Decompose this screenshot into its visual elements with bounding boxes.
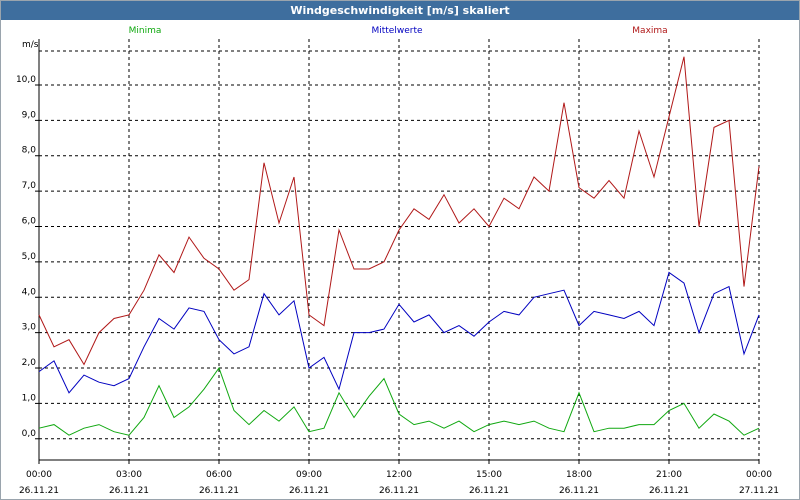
grid-lines xyxy=(39,39,759,460)
y-tick-label: 9,0 xyxy=(22,110,37,120)
y-tick-label: 4,0 xyxy=(22,287,37,297)
axes xyxy=(35,39,760,464)
y-axis-unit-label: m/s xyxy=(22,40,39,50)
y-tick-label: 10,0 xyxy=(16,75,36,85)
x-tick-time-label: 00:00 xyxy=(746,470,772,480)
series-lines xyxy=(38,56,760,436)
series-line-maxima xyxy=(38,56,760,366)
y-tick-label: 2,0 xyxy=(22,358,37,368)
window-title: Windgeschwindigkeit [m/s] skaliert xyxy=(1,1,799,20)
x-tick-date-label: 26.11.21 xyxy=(379,486,419,496)
y-tick-label: 8,0 xyxy=(22,146,37,156)
x-tick-time-label: 21:00 xyxy=(656,470,682,480)
y-tick-label: 5,0 xyxy=(22,252,37,262)
tick-labels: 0,0 1,0 2,0 3,0 4,0 5,0 6,0 7,0 8,0 9,0 10,0 00:00 2… xyxy=(16,75,779,496)
x-tick-time-label: 03:00 xyxy=(116,470,142,480)
x-tick-date-label: 26.11.21 xyxy=(289,486,329,496)
x-tick-date-label: 26.11.21 xyxy=(199,486,239,496)
x-tick-time-label: 18:00 xyxy=(566,470,592,480)
y-tick-label: 3,0 xyxy=(22,323,37,333)
legend-minima: Minima xyxy=(129,26,162,36)
x-tick-date-label: 27.11.21 xyxy=(739,486,779,496)
x-tick-time-label: 06:00 xyxy=(206,470,232,480)
y-tick-label: 7,0 xyxy=(22,181,37,191)
y-tick-label: 0,0 xyxy=(22,429,37,439)
series-line-minima xyxy=(38,366,760,436)
y-tick-label: 1,0 xyxy=(22,393,37,403)
y-tick-label: 6,0 xyxy=(22,217,37,227)
x-tick-time-label: 09:00 xyxy=(296,470,322,480)
x-tick-time-label: 12:00 xyxy=(386,470,412,480)
x-tick-date-label: 26.11.21 xyxy=(469,486,509,496)
series-line-mittelwerte xyxy=(38,271,760,394)
x-tick-date-label: 26.11.21 xyxy=(109,486,149,496)
legend-mittelwerte: Mittelwerte xyxy=(371,26,422,36)
x-tick-date-label: 26.11.21 xyxy=(19,486,59,496)
x-tick-time-label: 15:00 xyxy=(476,470,502,480)
x-tick-date-label: 26.11.21 xyxy=(559,486,599,496)
x-tick-time-label: 00:00 xyxy=(26,470,52,480)
legend-maxima: Maxima xyxy=(632,26,667,36)
x-tick-date-label: 26.11.21 xyxy=(649,486,689,496)
